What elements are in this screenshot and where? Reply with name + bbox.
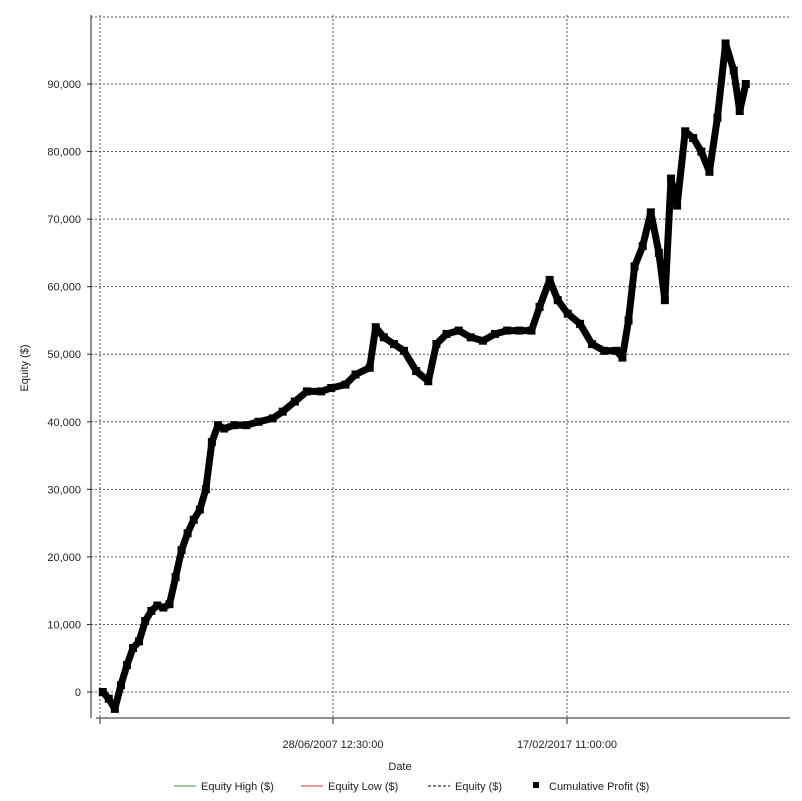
cumulative-profit-marker (535, 302, 544, 311)
cumulative-profit-marker (400, 346, 409, 355)
cumulative-profit-marker (351, 370, 360, 379)
cumulative-profit-marker (278, 407, 287, 416)
cumulative-profit-marker (141, 617, 150, 626)
cumulative-profit-marker (230, 421, 239, 430)
cumulative-profit-marker (545, 275, 554, 284)
cumulative-profit-marker (116, 681, 125, 690)
cumulative-profit-marker (412, 367, 421, 376)
cumulative-profit-marker (705, 167, 714, 176)
cumulative-profit-marker (673, 201, 682, 210)
y-tick-label: 90,000 (47, 79, 81, 91)
cumulative-profit-marker (588, 340, 597, 349)
legend-label: Equity High ($) (201, 781, 274, 793)
cumulative-profit-marker (183, 529, 192, 538)
y-tick-label: 40,000 (47, 417, 81, 429)
y-tick-label: 10,000 (47, 619, 81, 631)
cumulative-profit-marker (389, 340, 398, 349)
cumulative-profit-marker (527, 326, 536, 335)
cumulative-profit-marker (201, 485, 210, 494)
cumulative-profit-marker (123, 660, 132, 669)
cumulative-profit-marker (165, 600, 174, 609)
cumulative-profit-marker (153, 601, 162, 610)
cumulative-profit-marker (110, 704, 119, 713)
cumulative-profit-marker (442, 329, 451, 338)
x-axis-title: Date (388, 761, 411, 773)
legend-marker (533, 782, 539, 788)
cumulative-profit-marker (612, 346, 621, 355)
legend-label: Equity Low ($) (328, 781, 398, 793)
y-tick-label: 0 (75, 687, 81, 699)
cumulative-profit-marker (646, 208, 655, 217)
cumulative-profit-marker (341, 380, 350, 389)
cumulative-profit-marker (129, 644, 138, 653)
cumulative-profit-marker (290, 397, 299, 406)
y-tick-label: 30,000 (47, 484, 81, 496)
y-tick-label: 70,000 (47, 214, 81, 226)
cumulative-profit-marker (424, 377, 433, 386)
cumulative-profit-marker (327, 384, 336, 392)
cumulative-profit-marker (317, 387, 326, 396)
cumulative-profit-marker (618, 353, 627, 362)
cumulative-profit-marker (177, 546, 186, 555)
cumulative-profit-marker (490, 329, 499, 338)
y-tick-label: 60,000 (47, 282, 81, 294)
cumulative-profit-marker (503, 326, 512, 335)
cumulative-profit-marker (159, 603, 168, 612)
cumulative-profit-marker (454, 326, 463, 335)
legend-label: Equity ($) (455, 781, 502, 793)
cumulative-profit-marker (624, 316, 633, 325)
cumulative-profit-marker (600, 346, 609, 355)
cumulative-profit-marker (713, 113, 722, 122)
y-tick-label: 50,000 (47, 349, 81, 361)
cumulative-profit-marker (689, 134, 698, 143)
cumulative-profit-marker (432, 340, 441, 349)
y-tick-label: 80,000 (47, 147, 81, 159)
cumulative-profit-marker (268, 414, 277, 423)
cumulative-profit-marker (171, 573, 180, 582)
cumulative-profit-marker (660, 296, 669, 305)
cumulative-profit-marker (189, 515, 198, 524)
cumulative-profit-marker (721, 39, 730, 48)
cumulative-profit-marker (666, 174, 675, 183)
cumulative-profit-marker (195, 505, 204, 514)
cumulative-profit-marker (630, 262, 639, 271)
cumulative-profit-marker (735, 107, 744, 116)
x-tick-label: 28/06/2007 12:30:00 (283, 739, 384, 751)
cumulative-profit-marker (365, 363, 374, 372)
cumulative-profit-marker (242, 421, 251, 430)
cumulative-profit-band (99, 40, 750, 713)
cumulative-profit-marker (302, 387, 311, 396)
cumulative-profit-marker (379, 333, 388, 342)
cumulative-profit-marker (98, 688, 107, 696)
cumulative-profit-marker (681, 127, 690, 136)
cumulative-profit-marker (654, 248, 663, 257)
cumulative-profit-marker (207, 438, 216, 447)
cumulative-profit-marker (104, 694, 113, 703)
cumulative-profit-marker (576, 319, 585, 328)
y-axis-title: Equity ($) (19, 344, 31, 391)
cumulative-profit-marker (466, 333, 475, 342)
cumulative-profit-marker (254, 417, 263, 426)
x-tick-label: 17/02/2017 11:00:00 (517, 739, 617, 751)
cumulative-profit-marker (147, 606, 156, 615)
cumulative-profit-marker (729, 66, 738, 75)
cumulative-profit-marker (638, 242, 647, 251)
cumulative-profit-marker (135, 637, 144, 646)
cumulative-profit-marker (371, 323, 380, 332)
cumulative-profit-marker (478, 336, 487, 345)
cumulative-profit-marker (515, 326, 524, 335)
cumulative-profit-marker (563, 309, 572, 318)
cumulative-profit-marker (697, 147, 706, 156)
y-tick-label: 20,000 (47, 552, 81, 564)
cumulative-profit-marker (741, 80, 750, 88)
cumulative-profit-marker (220, 424, 229, 433)
cumulative-profit-marker (553, 296, 562, 305)
legend-label: Cumulative Profit ($) (549, 781, 649, 793)
cumulative-profit-marker (213, 421, 222, 430)
